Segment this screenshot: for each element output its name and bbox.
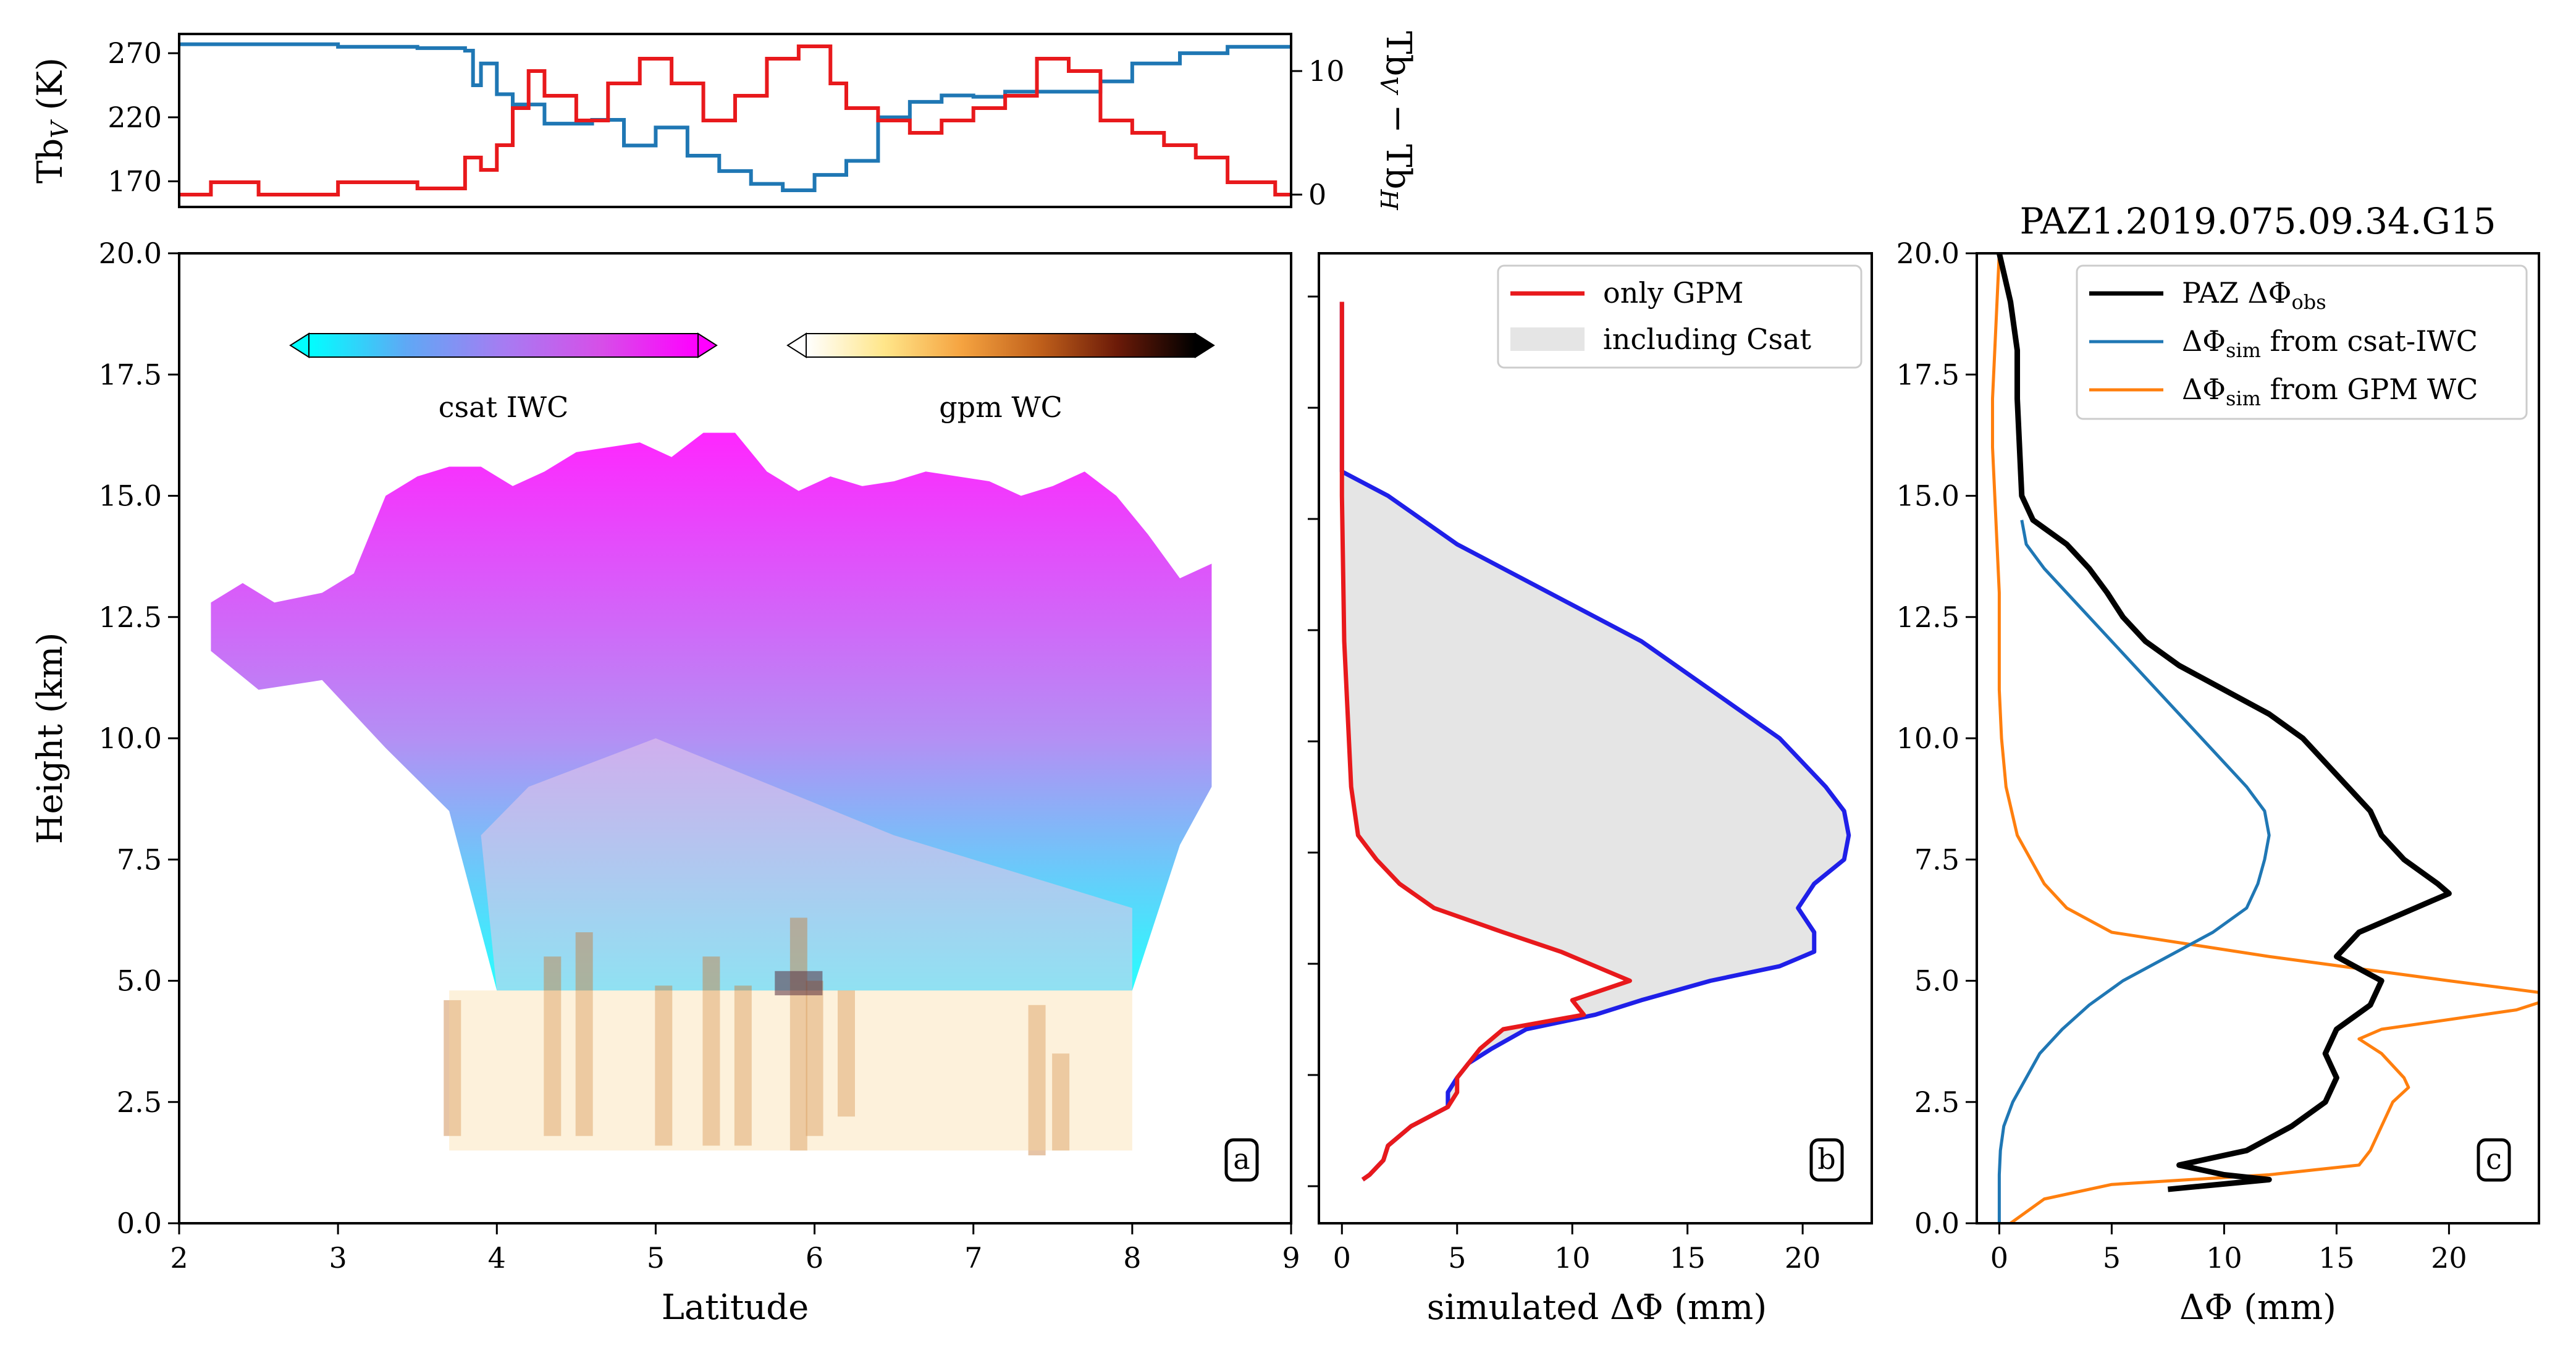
panel-c-ytick-label: 10.0: [1896, 722, 1959, 755]
panel-c-xtick-label: 10: [2206, 1241, 2242, 1275]
obs-line: [1997, 253, 2452, 1192]
gpm-wc-streak: [1052, 1053, 1070, 1151]
gpm-colorbar: gpm WC: [786, 332, 1215, 424]
panel-c-ytick-label: 2.5: [1914, 1085, 1959, 1119]
gpm-colorbar-label: gpm WC: [939, 390, 1063, 424]
panel-b-xtick-label: 20: [1785, 1241, 1821, 1275]
panel-b-label-box: b: [1809, 1138, 1844, 1182]
csat-colorbar-label: csat IWC: [439, 390, 569, 424]
panel-a-xtick-label: 2: [170, 1241, 188, 1275]
panel-c-title: PAZ1.2019.075.09.34.G15: [2019, 200, 2496, 242]
panel-b-xtick-label: 5: [1448, 1241, 1466, 1275]
panel-a-ytick-label: 7.5: [117, 843, 162, 876]
gpm-wc-streak: [702, 956, 720, 1146]
legend-obs-label: PAZ ΔΦobs: [2182, 276, 2326, 314]
gpm-wc-streak: [544, 956, 562, 1136]
gpm-wc-field: [449, 990, 1132, 1151]
top-left-tick-label: 270: [107, 36, 162, 70]
gpm-wc-streak: [806, 980, 823, 1136]
panel-b-xtick-label: 0: [1333, 1241, 1351, 1275]
top-panel-frame: [178, 33, 1292, 208]
top-series-tbv: [179, 42, 1291, 193]
panel-c-ytick-label: 5.0: [1914, 964, 1959, 998]
gpm-wc-streak: [838, 990, 855, 1117]
panel-a-ytick-label: 5.0: [117, 964, 162, 998]
panel-a-label: a: [1233, 1142, 1250, 1176]
gpm-sim-line: [1990, 253, 2539, 1223]
panel-a-xtick-label: 4: [488, 1241, 506, 1275]
panel-a-ytick-label: 12.5: [99, 601, 162, 634]
gpm-wc-streak: [789, 917, 807, 1151]
csat-iwc-field: [211, 432, 1212, 991]
gpm-wc-streak: [1028, 1005, 1046, 1156]
panel-c-ytick-label: 17.5: [1896, 358, 1959, 391]
gpm-wc-streak: [734, 985, 752, 1146]
top-series-tbdiff: [179, 44, 1291, 196]
panel-b-xtick-label: 15: [1669, 1241, 1706, 1275]
panel-b-legend: only GPM including Csat: [1497, 264, 1863, 369]
gpm-wc-core: [775, 971, 823, 996]
panel-c-xtick-label: 0: [1990, 1241, 2008, 1275]
top-ylabel-left: TbV (K): [30, 57, 74, 183]
panel-b-xlabel: simulated ΔΦ (mm): [1427, 1288, 1767, 1328]
panel-a-ytick-label: 17.5: [99, 358, 162, 391]
panel-a-ytick-label: 10.0: [99, 722, 162, 755]
top-ylabel-right: TbV − TbH: [1375, 31, 1418, 210]
panel-c-label: c: [2486, 1142, 2502, 1176]
legend-including-csat-patch: [1510, 327, 1585, 351]
panel-c: 0 5 10 15 20 0.0 2.5 5.0 7.5 10.0 12.5 15.0 17.5 20.0…: [1896, 200, 2540, 1328]
panel-a-ylabel: Height (km): [30, 633, 70, 845]
panel-c-ytick-label: 12.5: [1896, 601, 1959, 634]
panel-a-ytick-label: 2.5: [117, 1085, 162, 1119]
panel-a-xlabel: Latitude: [662, 1288, 809, 1328]
panel-a-label-box: a: [1224, 1138, 1259, 1182]
mixed-phase-zone: [481, 738, 1132, 991]
panel-c-xtick-label: 20: [2431, 1241, 2467, 1275]
gpm-wc-streak: [655, 985, 673, 1146]
top-panel: 170 220 270 0 10 TbV (K) TbV − TbH: [30, 31, 1418, 211]
panel-c-xtick-label: 15: [2318, 1241, 2355, 1275]
panel-c-ytick-label: 20.0: [1896, 237, 1959, 270]
including-csat-fill: [1342, 301, 1849, 1180]
panel-b-frame: [1318, 252, 1873, 1224]
panel-c-ytick-label: 15.0: [1896, 479, 1959, 513]
panel-a-xtick-label: 6: [806, 1241, 823, 1275]
legend-only-gpm-label: only GPM: [1603, 276, 1743, 310]
panel-b: 0 5 10 15 20 simulated ΔΦ (mm) only GPM incl…: [1308, 252, 1873, 1328]
panel-a-xtick-label: 7: [964, 1241, 982, 1275]
legend-including-csat-label: including Csat: [1603, 322, 1812, 356]
legend-csat-label: ΔΦsim from csat-IWC: [2182, 324, 2478, 362]
gpm-wc-streak: [575, 932, 593, 1136]
panel-c-label-box: c: [2477, 1138, 2511, 1182]
panel-a-xtick-label: 3: [329, 1241, 347, 1275]
panel-a-xtick-label: 9: [1282, 1241, 1300, 1275]
panel-a-ytick-label: 15.0: [99, 479, 162, 513]
panel-a: 2 3 4 5 6 7 8 9 0.0 2.5 5.0 7.5 10.0 12.5 15.0 17.5 20.0…: [30, 237, 1300, 1328]
gpm-wc-streak: [444, 1000, 461, 1136]
top-left-tick-label: 170: [107, 165, 162, 198]
top-left-tick-label: 220: [107, 101, 162, 134]
only-gpm-line: [1339, 301, 1632, 1182]
panel-c-xtick-label: 5: [2103, 1241, 2121, 1275]
panel-c-legend: PAZ ΔΦobs ΔΦsim from csat-IWC ΔΦsim from…: [2076, 264, 2528, 420]
panel-a-xtick-label: 8: [1123, 1241, 1141, 1275]
csat-colorbar: csat IWC: [289, 332, 718, 424]
legend-gpm-label: ΔΦsim from GPM WC: [2182, 373, 2478, 410]
panel-a-ytick-label: 0.0: [117, 1207, 162, 1240]
panel-b-label: b: [1817, 1142, 1835, 1176]
panel-b-xtick-label: 10: [1554, 1241, 1591, 1275]
panel-a-ytick-label: 20.0: [99, 237, 162, 270]
panel-c-ytick-label: 7.5: [1914, 843, 1959, 876]
panel-a-xtick-label: 5: [647, 1241, 665, 1275]
panel-c-xlabel: ΔΦ (mm): [2179, 1288, 2336, 1328]
top-right-tick-label: 0: [1308, 178, 1326, 211]
top-right-tick-label: 10: [1308, 54, 1345, 88]
panel-c-ytick-label: 0.0: [1914, 1207, 1959, 1240]
csat-sim-line: [1997, 520, 2271, 1223]
